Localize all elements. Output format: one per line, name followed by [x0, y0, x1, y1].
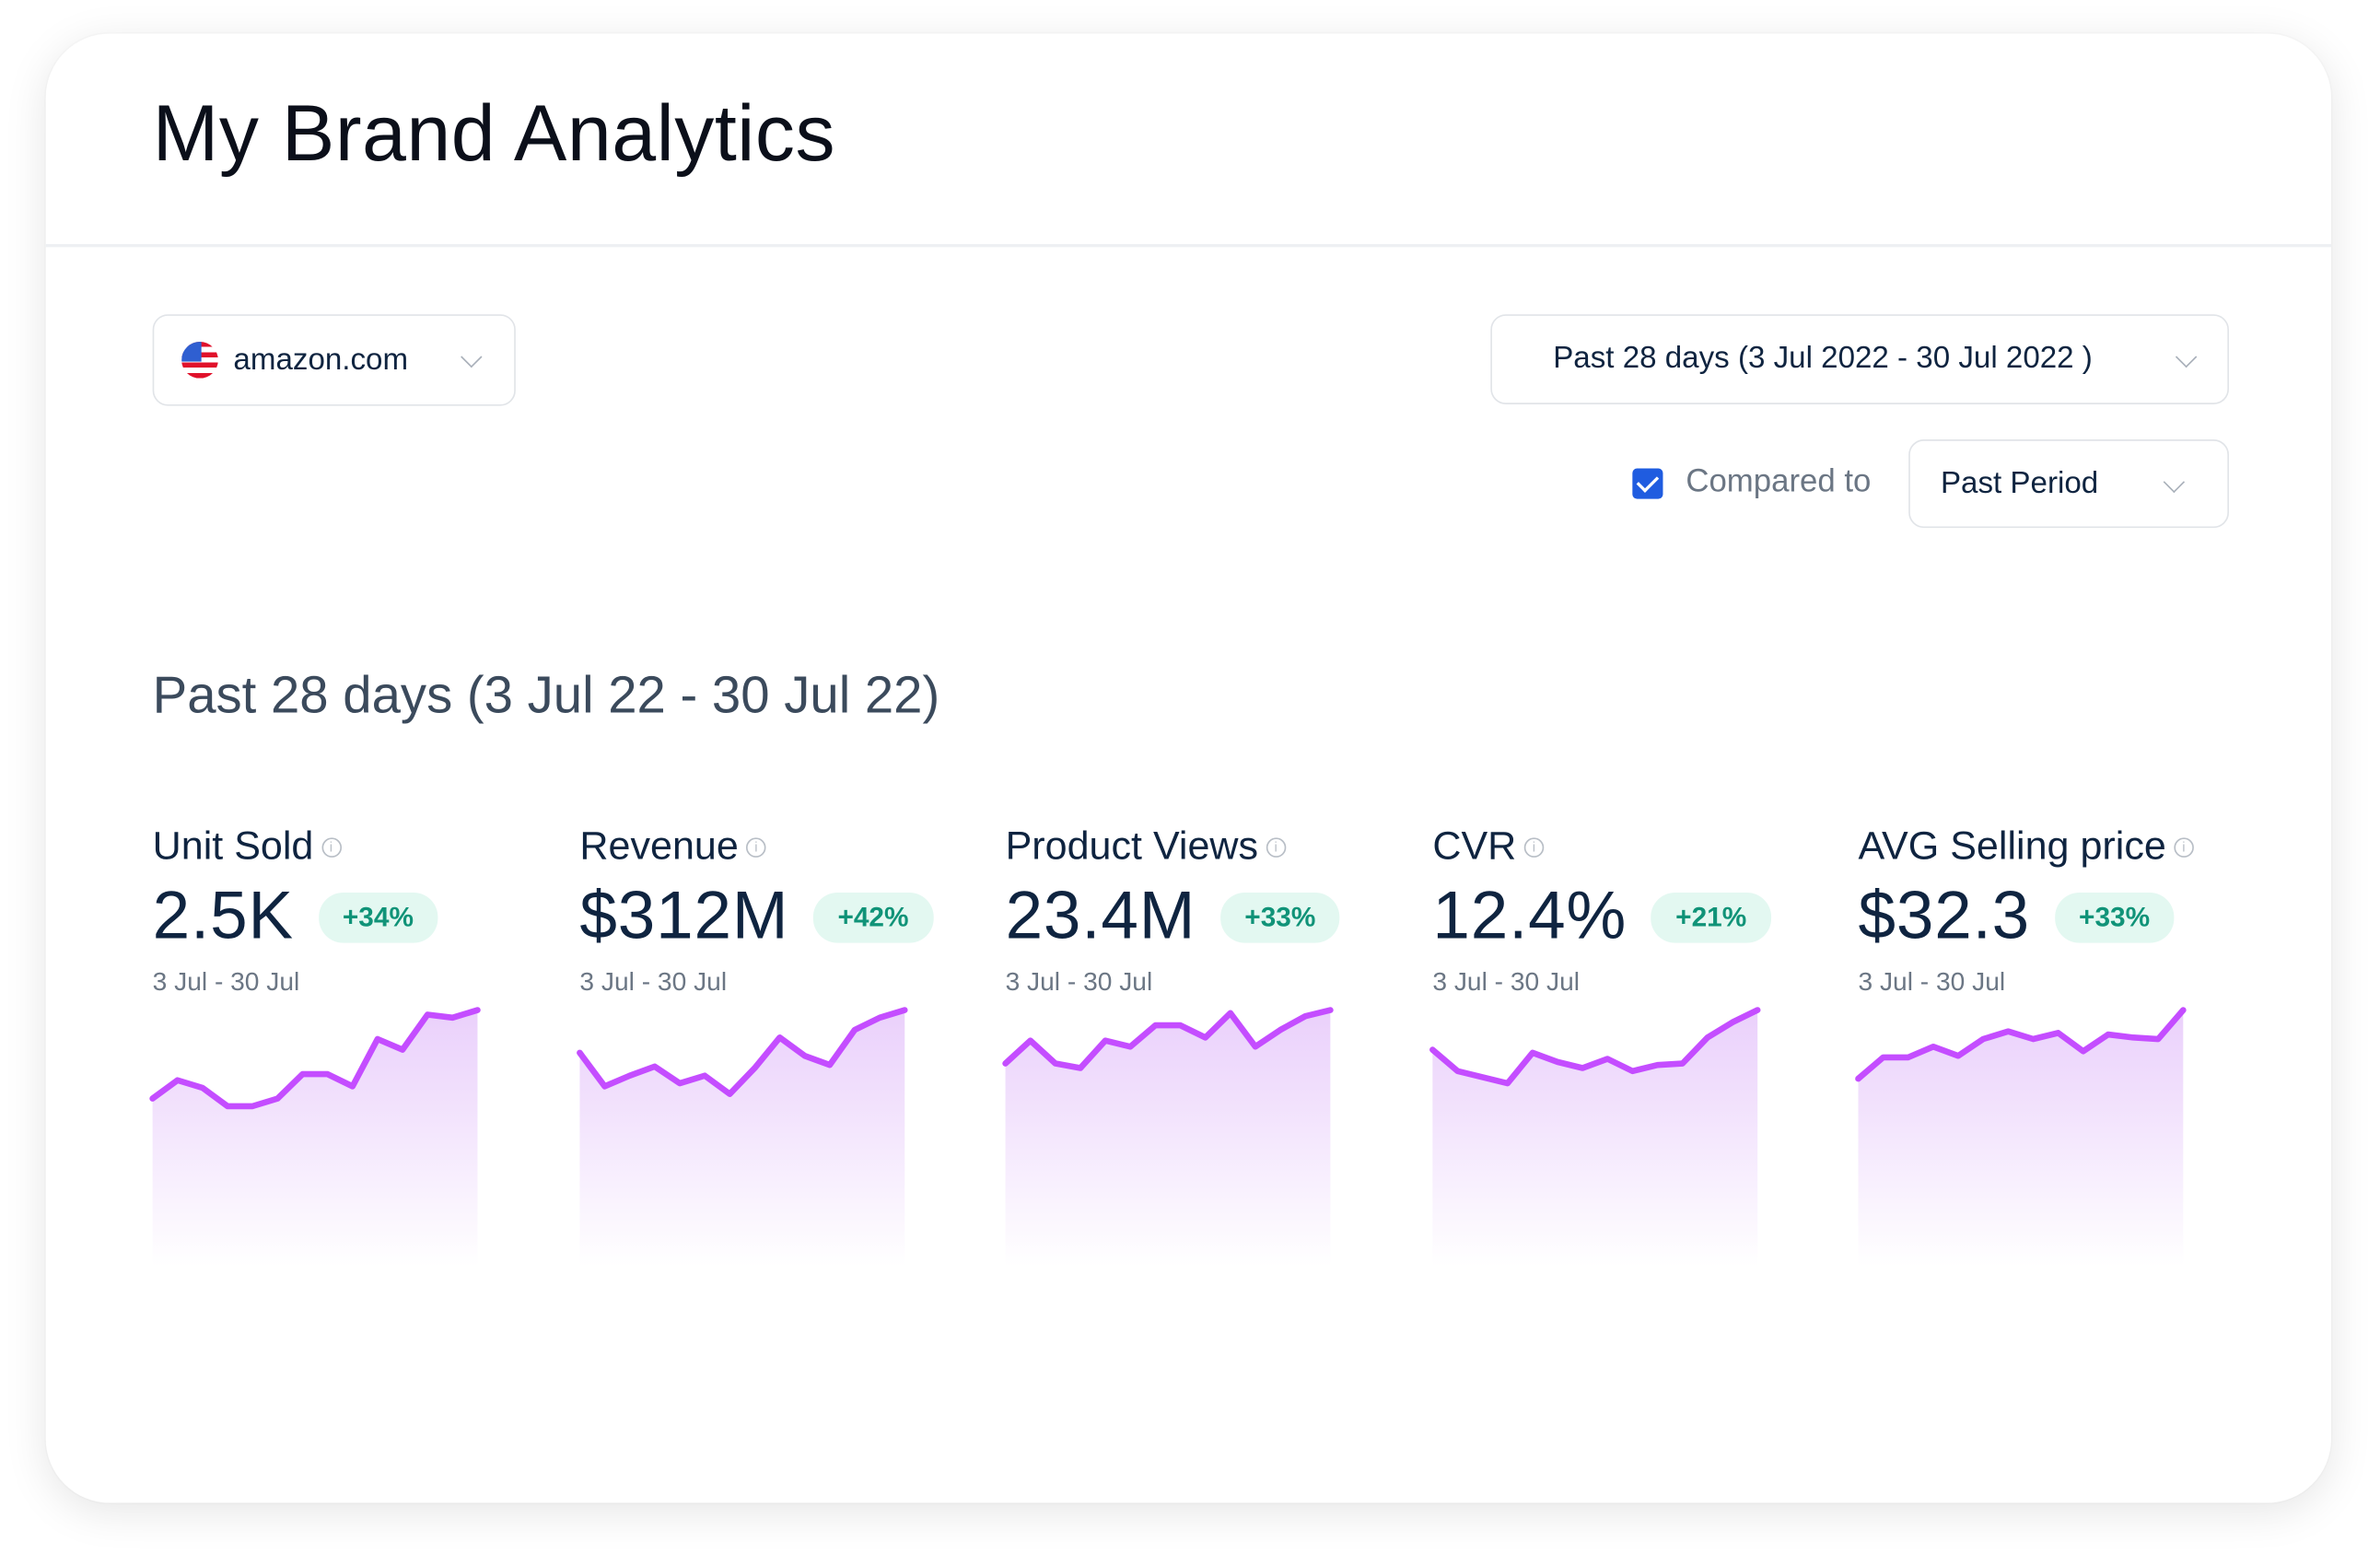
sparkline-chart [577, 1007, 908, 1267]
metric-label-text: Revenue [579, 821, 739, 868]
sparkline-area [1858, 1010, 2184, 1267]
chevron-down-icon [2175, 345, 2198, 368]
info-icon[interactable]: i [1266, 837, 1286, 858]
metric-label-text: Product Views [1005, 821, 1259, 868]
metric-value: 23.4M [1005, 879, 1196, 954]
metric-label-text: Unit Sold [152, 821, 314, 868]
metric-date-range: 3 Jul - 30 Jul [579, 967, 728, 997]
info-icon[interactable]: i [321, 837, 342, 858]
metric-value: 12.4% [1432, 879, 1628, 954]
change-badge: +34% [318, 892, 438, 942]
metric-date-range: 3 Jul - 30 Jul [1005, 967, 1153, 997]
change-badge: +33% [2054, 892, 2175, 942]
sparkline-area [1005, 1010, 1331, 1267]
chevron-down-icon [461, 345, 483, 368]
metric-label-text: AVG Selling price [1858, 821, 2166, 868]
metric-label: Product Views i [1006, 821, 1403, 870]
info-icon[interactable]: i [746, 837, 766, 858]
metric-label: CVR i [1432, 821, 1829, 870]
sparkline-line [1855, 1007, 2187, 1082]
metric-date-range: 3 Jul - 30 Jul [152, 967, 300, 997]
change-badge: +42% [812, 892, 934, 942]
metric-date-range: 3 Jul - 30 Jul [1858, 967, 2006, 997]
sparkline-line [577, 1007, 908, 1097]
metric-cvr: CVR i 12.4% +21% 3 Jul - 30 Jul [1432, 821, 1829, 998]
sparkline-chart [1855, 1007, 2187, 1267]
metric-date-range: 3 Jul - 30 Jul [1432, 967, 1581, 997]
metric-value: $312M [579, 879, 789, 954]
metric-avg-selling-price: AVG Selling price i $32.3 +33% 3 Jul - 30 … [1858, 821, 2255, 998]
header-divider [45, 244, 2331, 248]
info-icon[interactable]: i [1523, 837, 1545, 858]
analytics-card [45, 33, 2331, 1503]
sparkline-line [149, 1007, 481, 1110]
compare-label: Compared to [1686, 463, 1872, 499]
marketplace-value: amazon.com [233, 342, 409, 377]
metric-label: Revenue i [579, 821, 976, 870]
marketplace-select[interactable]: amazon.com [152, 314, 516, 406]
page-title: My Brand Analytics [152, 89, 836, 179]
metric-revenue: Revenue i $312M +42% 3 Jul - 30 Jul [579, 821, 976, 998]
info-icon[interactable]: i [2174, 837, 2194, 858]
compare-period-value: Past Period [1940, 466, 2099, 500]
sparkline-chart [1429, 1007, 1761, 1267]
date-range-select[interactable]: Past 28 days (3 Jul 2022 - 30 Jul 2022 ) [1490, 314, 2230, 404]
sparkline-area [579, 1010, 905, 1267]
metric-product-views: Product Views i 23.4M +33% 3 Jul - 30 Jul [1006, 821, 1403, 998]
sparkline-line [1429, 1007, 1761, 1087]
change-badge: +33% [1219, 892, 1340, 942]
change-badge: +21% [1651, 892, 1771, 942]
metric-label: Unit Sold i [153, 821, 550, 870]
metric-unit-sold: Unit Sold i 2.5K +34% 3 Jul - 30 Jul [153, 821, 550, 998]
sparkline-chart [149, 1007, 481, 1267]
metric-value: 2.5K [152, 879, 294, 954]
sparkline-area [1432, 1010, 1758, 1267]
sparkline-area [152, 1010, 478, 1267]
us-flag-icon [181, 342, 218, 379]
metric-label-text: CVR [1432, 821, 1517, 868]
sparkline-chart [1002, 1007, 1334, 1267]
date-range-value: Past 28 days (3 Jul 2022 - 30 Jul 2022 ) [1553, 342, 2093, 376]
metric-value: $32.3 [1858, 879, 2031, 954]
chevron-down-icon [2163, 471, 2186, 494]
metric-label: AVG Selling price i [1858, 821, 2255, 870]
compare-checkbox[interactable] [1632, 468, 1663, 499]
section-title: Past 28 days (3 Jul 22 - 30 Jul 22) [152, 666, 940, 725]
sparkline-line [1002, 1007, 1334, 1071]
compare-period-select[interactable]: Past Period [1908, 439, 2230, 529]
